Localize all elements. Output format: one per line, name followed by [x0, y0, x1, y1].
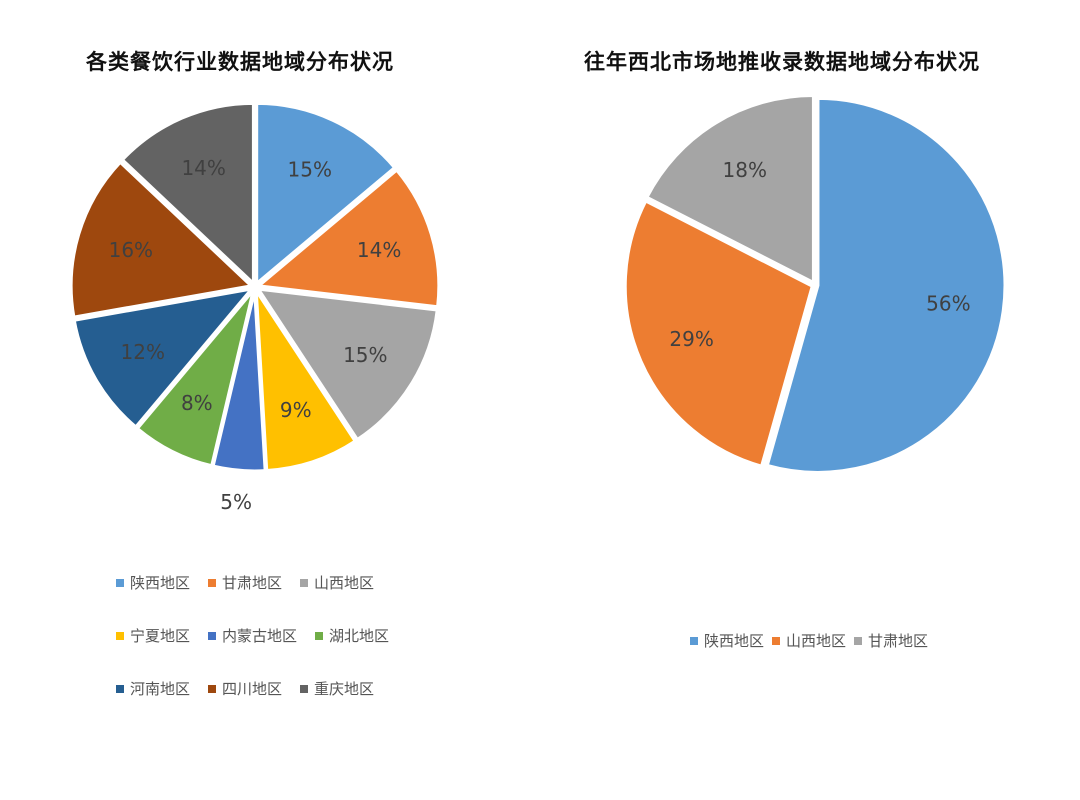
chart-2-legend: 陕西地区 山西地区 甘肃地区 — [690, 630, 928, 683]
legend-item: 甘肃地区 — [854, 630, 928, 651]
legend-label: 陕西地区 — [130, 574, 191, 592]
legend-item: 内蒙古地区 — [208, 625, 297, 646]
legend-row: 陕西地区 甘肃地区 山西地区 — [116, 572, 389, 593]
legend-label: 河南地区 — [130, 680, 191, 698]
legend-label: 宁夏地区 — [130, 627, 191, 645]
legend-item: 宁夏地区 — [116, 625, 190, 646]
pie-1-slice-4 — [211, 290, 267, 473]
legend-item: 山西地区 — [300, 572, 374, 593]
pie-1-label-6: 12% — [121, 340, 165, 364]
legend-label: 山西地区 — [786, 632, 847, 650]
legend-swatch — [208, 578, 217, 587]
pie-2-label-0: 56% — [926, 291, 970, 315]
pie-1-label-2: 15% — [343, 343, 387, 367]
legend-item: 陕西地区 — [116, 572, 190, 593]
legend-label: 甘肃地区 — [222, 574, 283, 592]
pie-1-label-3: 9% — [280, 398, 312, 422]
chart-1-legend: 陕西地区 甘肃地区 山西地区宁夏地区 内蒙古地区 湖北地区河南地区 四川地区 重庆地区 — [116, 572, 389, 731]
pie-2-label-2: 18% — [723, 158, 767, 182]
legend-swatch — [208, 631, 217, 640]
legend-swatch — [208, 684, 217, 693]
legend-swatch — [116, 684, 124, 693]
legend-swatch — [116, 578, 124, 587]
legend-item: 山西地区 — [772, 630, 846, 651]
legend-label: 四川地区 — [222, 680, 283, 698]
pie-1-slice-0 — [255, 101, 397, 287]
legend-swatch — [690, 636, 698, 645]
legend-label: 甘肃地区 — [868, 632, 929, 650]
legend-item: 河南地区 — [116, 678, 190, 699]
pie-1-slice-5 — [135, 289, 255, 468]
pie-1-slice-8 — [120, 101, 255, 287]
pie-2-slice-1 — [623, 199, 815, 469]
pie-1-slice-2 — [255, 287, 439, 442]
legend-item: 甘肃地区 — [208, 572, 282, 593]
legend-row: 陕西地区 山西地区 甘肃地区 — [690, 630, 928, 651]
legend-item: 陕西地区 — [690, 630, 764, 651]
pie-1-label-5: 8% — [181, 391, 213, 415]
legend-item: 湖北地区 — [315, 625, 389, 646]
legend-label: 陕西地区 — [704, 632, 765, 650]
pie-1-slice-6 — [72, 286, 256, 430]
pie-1-slice-7 — [69, 160, 255, 319]
pie-1-slice-1 — [255, 168, 441, 309]
legend-label: 内蒙古地区 — [222, 627, 298, 645]
pie-1-label-7: 16% — [109, 238, 153, 262]
legend-swatch — [300, 578, 309, 587]
pie-1-label-8: 14% — [181, 156, 225, 180]
pie-2-label-1: 29% — [669, 327, 713, 351]
legend-item: 重庆地区 — [300, 678, 374, 699]
legend-row: 宁夏地区 内蒙古地区 湖北地区 — [116, 625, 389, 646]
legend-label: 湖北地区 — [329, 627, 390, 645]
chart-1-title: 各类餐饮行业数据地域分布状况 — [86, 50, 394, 74]
legend-swatch — [772, 636, 781, 645]
pie-1-slice-3 — [254, 285, 358, 473]
legend-label: 重庆地区 — [314, 680, 375, 698]
legend-swatch — [854, 636, 863, 645]
pie-1-label-4: 5% — [220, 490, 252, 514]
pie-1-label-0: 15% — [288, 158, 332, 182]
legend-row: 河南地区 四川地区 重庆地区 — [116, 678, 389, 699]
legend-swatch — [315, 631, 324, 640]
legend-label: 山西地区 — [314, 574, 375, 592]
chart-2-title: 往年西北市场地推收录数据地域分布状况 — [584, 50, 980, 74]
pie-1-label-1: 14% — [357, 238, 401, 262]
legend-item: 四川地区 — [208, 678, 282, 699]
legend-swatch — [116, 631, 124, 640]
pie-2-slice-0 — [765, 96, 1007, 474]
legend-swatch — [300, 684, 309, 693]
pie-2-slice-2 — [644, 93, 815, 285]
